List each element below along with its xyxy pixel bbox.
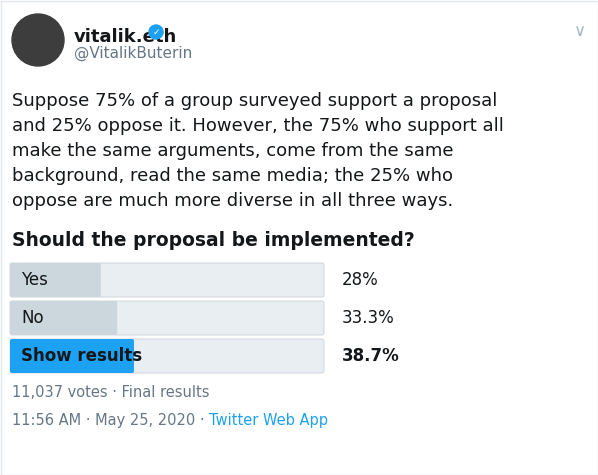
Circle shape: [149, 25, 163, 39]
Text: Twitter Web App: Twitter Web App: [209, 413, 328, 428]
Text: Show results: Show results: [21, 347, 142, 365]
FancyBboxPatch shape: [10, 263, 101, 297]
Text: vitalik.eth: vitalik.eth: [74, 28, 177, 46]
Text: 33.3%: 33.3%: [342, 309, 395, 327]
Text: 11:56 AM · May 25, 2020 ·: 11:56 AM · May 25, 2020 ·: [12, 413, 209, 428]
Text: Yes: Yes: [21, 271, 48, 289]
Text: ✓: ✓: [152, 28, 160, 37]
Text: Suppose 75% of a group surveyed support a proposal: Suppose 75% of a group surveyed support …: [12, 92, 498, 110]
FancyBboxPatch shape: [10, 263, 324, 297]
Text: No: No: [21, 309, 44, 327]
Text: oppose are much more diverse in all three ways.: oppose are much more diverse in all thre…: [12, 192, 453, 210]
Text: ∨: ∨: [574, 22, 586, 40]
FancyBboxPatch shape: [10, 301, 324, 335]
Text: 38.7%: 38.7%: [342, 347, 399, 365]
Text: 11,037 votes · Final results: 11,037 votes · Final results: [12, 385, 209, 400]
Text: background, read the same media; the 25% who: background, read the same media; the 25%…: [12, 167, 453, 185]
Text: make the same arguments, come from the same: make the same arguments, come from the s…: [12, 142, 453, 160]
FancyBboxPatch shape: [10, 339, 134, 373]
Circle shape: [12, 14, 64, 66]
Text: Should the proposal be implemented?: Should the proposal be implemented?: [12, 231, 415, 250]
Text: 28%: 28%: [342, 271, 379, 289]
FancyBboxPatch shape: [10, 339, 324, 373]
Text: @VitalikButerin: @VitalikButerin: [74, 46, 192, 61]
Text: and 25% oppose it. However, the 75% who support all: and 25% oppose it. However, the 75% who …: [12, 117, 504, 135]
FancyBboxPatch shape: [10, 301, 117, 335]
